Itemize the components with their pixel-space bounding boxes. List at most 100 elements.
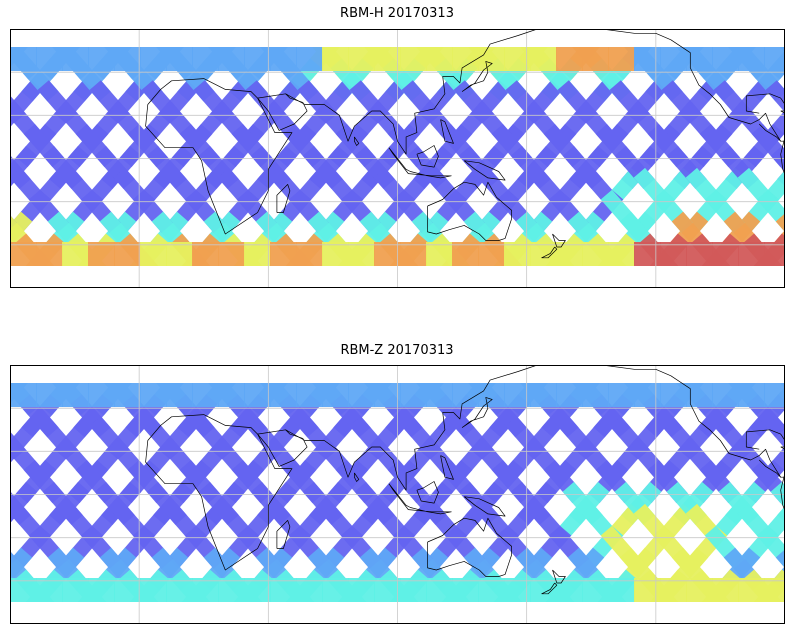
swath-strip-top (452, 47, 479, 71)
swath-strip-top (244, 383, 271, 407)
coastline (276, 520, 291, 549)
swath-strip-bottom (530, 578, 557, 602)
coastline (780, 110, 785, 114)
swath-strip-bottom (764, 578, 785, 602)
swath-strip-top (556, 47, 583, 71)
swath-strip-top (478, 47, 505, 71)
swath-strip-bottom (556, 578, 583, 602)
coastline (440, 455, 454, 480)
coastline (427, 181, 512, 241)
swath-strip-bottom (192, 242, 219, 266)
swath-strip-bottom (140, 242, 167, 266)
swath-strip-bottom (634, 242, 661, 266)
map-panel-top (10, 29, 785, 288)
swath-strip-bottom (660, 242, 687, 266)
coastline (463, 160, 506, 181)
swath-strip-top (764, 47, 785, 71)
coastline (780, 446, 785, 450)
swath-strip-bottom (166, 578, 193, 602)
swath-strip-top (374, 383, 401, 407)
swath-strip-bottom (686, 242, 713, 266)
swath-strip-bottom (166, 242, 193, 266)
coastline (552, 569, 566, 584)
coastline (416, 145, 439, 168)
panel-title-bottom: RBM-Z 20170313 (340, 343, 454, 358)
swath-strip-top (452, 383, 479, 407)
coastline (257, 93, 308, 131)
swath-strip-top (634, 47, 661, 71)
swath-strip-top (374, 47, 401, 71)
swath-strip-bottom (530, 242, 557, 266)
swath-strip-top (712, 383, 739, 407)
swath-strip-top (634, 383, 661, 407)
swath-strip-bottom (374, 242, 401, 266)
swath-strip-bottom (88, 578, 115, 602)
coastlines (145, 365, 785, 595)
swath-strip-bottom (62, 578, 89, 602)
coastline (461, 397, 493, 428)
swath-strip-bottom (582, 242, 609, 266)
swath-strip-bottom (10, 242, 37, 266)
swath-strip-bottom (270, 242, 297, 266)
coastline (461, 61, 493, 92)
swath-strip-bottom (88, 242, 115, 266)
swath-strip-top (270, 383, 297, 407)
map-frame (10, 365, 785, 624)
map-frame (10, 29, 785, 288)
swath-strip-bottom (556, 242, 583, 266)
swath-strip-top (556, 383, 583, 407)
coastline (601, 365, 785, 478)
swath-strip-top (218, 383, 245, 407)
swath-strip-top (166, 47, 193, 71)
swath-strip-top (140, 383, 167, 407)
swath-strip-bottom (322, 242, 349, 266)
swath-strip-top (296, 47, 323, 71)
swath-strip-top (244, 47, 271, 71)
coastline (285, 29, 538, 155)
swath-strip-bottom (400, 242, 427, 266)
swath-strip-top (270, 47, 297, 71)
swath-strip-bottom (400, 578, 427, 602)
swath-strip-top (426, 383, 453, 407)
coastline (552, 233, 566, 248)
swath-strip-bottom (36, 242, 63, 266)
swath-strip-top (114, 383, 141, 407)
coastline (416, 481, 439, 504)
swath-strip-top (660, 47, 687, 71)
swath-strip-bottom (608, 578, 635, 602)
coastline (285, 365, 538, 491)
swath-strip-top (114, 47, 141, 71)
swath-strip-top (400, 383, 427, 407)
swath-strip-top (660, 383, 687, 407)
coastline (541, 246, 558, 259)
coastline (541, 582, 558, 595)
coastline (388, 483, 452, 515)
swath-strip-bottom (426, 242, 453, 266)
swath-strip-bottom (322, 578, 349, 602)
swath-strip-top (400, 47, 427, 71)
swath-strip-top (192, 383, 219, 407)
swath-strip-top (62, 383, 89, 407)
swath-segment (765, 416, 785, 449)
swath-strip-bottom (296, 242, 323, 266)
coastline (427, 517, 512, 577)
swath-strip-top (322, 383, 349, 407)
swath-strip-top (530, 47, 557, 71)
coastline (145, 78, 293, 235)
swath-strip-top (582, 383, 609, 407)
coastlines (145, 29, 785, 259)
swath-strip-top (426, 47, 453, 71)
swath-strip-top (10, 383, 37, 407)
swath-strip-top (348, 47, 375, 71)
swath-strip-bottom (608, 242, 635, 266)
swath-strip-top (166, 383, 193, 407)
swath-strip-top (36, 383, 63, 407)
coastline (354, 136, 360, 146)
swath-strip-top (140, 47, 167, 71)
swath-strip-bottom (218, 242, 245, 266)
swath-strip-bottom (10, 578, 37, 602)
swath-strip-top (478, 383, 505, 407)
swath-strip-bottom (738, 242, 765, 266)
swath-strip-bottom (712, 242, 739, 266)
swath-strip-bottom (218, 578, 245, 602)
